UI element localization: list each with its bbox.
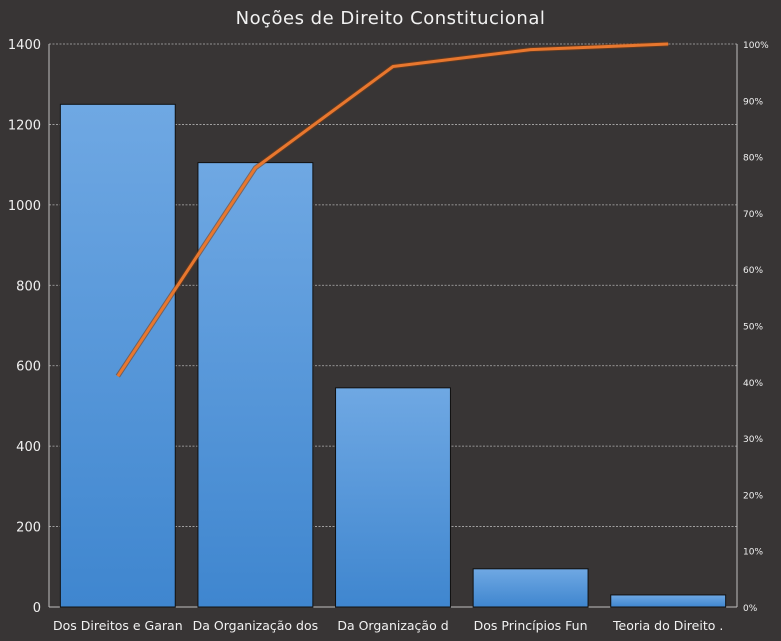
x-tick-label: Teoria do Direito . <box>612 618 723 633</box>
y2-tick-label: 0% <box>743 604 758 614</box>
chart-title: Noções de Direito Constitucional <box>235 8 546 29</box>
y2-tick-label: 70% <box>743 210 763 220</box>
y-tick-label: 400 <box>16 440 41 455</box>
y-tick-label: 200 <box>16 521 41 536</box>
x-tick-label: Da Organização d <box>337 618 448 633</box>
bar <box>197 162 314 608</box>
y2-tick-label: 60% <box>743 266 763 276</box>
y2-tick-label: 20% <box>743 491 763 501</box>
y2-tick-label: 10% <box>743 548 763 558</box>
bar <box>610 594 727 608</box>
bar <box>59 103 176 608</box>
y2-tick-label: 80% <box>743 154 763 164</box>
y-tick-label: 600 <box>16 360 41 375</box>
y-tick-label: 0 <box>33 601 41 616</box>
y-tick-label: 800 <box>16 279 41 294</box>
y2-tick-label: 40% <box>743 379 763 389</box>
x-tick-label: Dos Princípios Fun <box>474 618 588 633</box>
x-tick-label: Da Organização dos <box>193 618 318 633</box>
y-tick-label: 1400 <box>8 38 41 53</box>
y2-tick-label: 90% <box>743 97 763 107</box>
y2-tick-label: 50% <box>743 323 763 333</box>
y-tick-label: 1200 <box>8 118 41 133</box>
y2-tick-label: 30% <box>743 435 763 445</box>
y2-tick-label: 100% <box>743 41 769 51</box>
bar <box>335 387 451 608</box>
bar <box>472 568 589 608</box>
y-tick-label: 1000 <box>8 199 41 214</box>
x-tick-label: Dos Direitos e Garan <box>53 618 183 633</box>
